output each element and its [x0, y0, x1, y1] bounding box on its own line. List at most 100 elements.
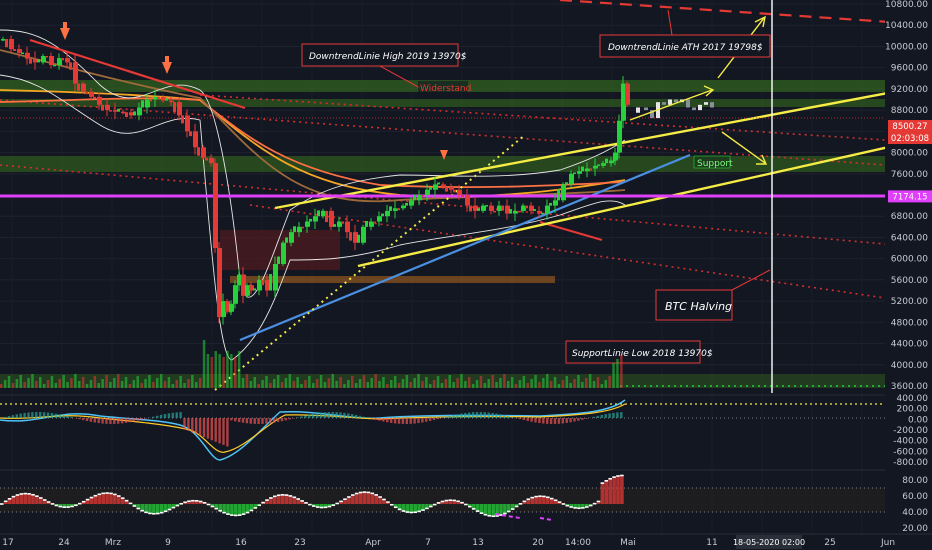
price-tag-label: 7174.15	[892, 192, 927, 202]
rsi-line-segment	[581, 507, 585, 509]
rsi-line-segment	[117, 495, 121, 497]
candle	[373, 221, 376, 224]
projection-arrows	[629, 15, 768, 165]
rsi-line-segment	[0, 503, 4, 505]
macd-histogram-bar	[538, 418, 541, 424]
rsi-bar	[81, 501, 86, 504]
macd-histogram-bar	[432, 418, 436, 421]
volume-bar	[284, 378, 288, 388]
rsi-bar	[577, 504, 581, 509]
rsi-bar	[222, 504, 226, 513]
macd-histogram-bar	[132, 418, 135, 422]
macd-histogram-bar	[163, 414, 167, 418]
rsi-bar	[23, 493, 27, 504]
rsi-line-segment	[261, 501, 265, 504]
macd-histogram-bar	[144, 418, 147, 419]
volume-bar	[39, 377, 42, 388]
rsi-line-segment	[335, 502, 339, 505]
rsi-bar	[66, 504, 70, 508]
candle	[305, 221, 310, 227]
candle	[349, 232, 352, 241]
macd-histogram-bar	[335, 412, 338, 418]
volume-bar	[557, 384, 561, 388]
macd-histogram-bar	[54, 413, 57, 418]
volume-bar	[27, 378, 30, 388]
rsi-line-segment	[23, 492, 27, 495]
rsi-line-segment	[577, 507, 581, 510]
rsi-line-segment	[354, 492, 359, 495]
rsi-line-segment	[171, 506, 176, 509]
macd-histogram-bar	[378, 418, 381, 421]
rsi-line-segment	[132, 505, 137, 507]
macd-histogram-bar	[347, 413, 350, 418]
rsi-bar	[234, 504, 238, 516]
rsi-bar	[171, 504, 176, 508]
rsi-bar	[565, 504, 570, 506]
projection-candle	[686, 99, 690, 108]
short-downtrend-line	[539, 221, 603, 241]
rsi-bar	[370, 493, 375, 504]
macd-histogram-bar	[503, 415, 506, 418]
rsi-bar	[549, 498, 554, 504]
macd-histogram-bar	[315, 413, 319, 418]
candle	[197, 147, 200, 156]
rsi-bar	[534, 496, 538, 504]
volume-bar	[366, 382, 370, 388]
rsi-bar	[280, 494, 285, 504]
volume-bar	[269, 383, 272, 388]
candle	[137, 107, 142, 116]
candle	[313, 216, 318, 222]
volume-bar	[31, 374, 34, 388]
rsi-bar	[351, 495, 355, 504]
price-tick-label: 8800.00	[891, 106, 928, 116]
rsi-bar	[226, 504, 230, 515]
rsi-line-segment	[413, 511, 417, 514]
macd-histogram-bar	[31, 412, 34, 418]
macd-histogram-bar	[284, 418, 288, 421]
volume-bar	[499, 378, 502, 388]
volume-bar	[7, 376, 11, 388]
rsi-bar	[35, 496, 39, 504]
macd-histogram-bar	[581, 418, 584, 420]
candle	[25, 52, 30, 59]
volume-bar	[81, 377, 85, 388]
volume-bar	[159, 374, 163, 388]
macd-histogram-bar	[152, 416, 155, 418]
rsi-bar	[405, 504, 410, 513]
candle	[441, 184, 446, 188]
rsi-line-segment	[507, 510, 511, 513]
candle	[521, 205, 526, 211]
rsi-line-segment	[101, 492, 105, 495]
price-tag-label: 02:03:08	[891, 134, 929, 144]
macd-histogram-bar	[565, 418, 568, 423]
projection-candle	[662, 102, 666, 105]
candle	[405, 202, 408, 206]
candle	[609, 160, 614, 164]
volume-bar	[436, 376, 440, 388]
candle	[393, 208, 398, 211]
rsi-line-segment	[549, 497, 554, 500]
volume-bar	[573, 379, 576, 388]
volume-bar	[354, 383, 358, 388]
candle	[449, 187, 454, 190]
price-tags: 8500.27 02:03:08 7174.15	[888, 120, 932, 203]
candle	[9, 39, 14, 50]
candle	[477, 208, 480, 211]
price-tick-label: 9200.00	[891, 85, 928, 95]
volume-bar	[608, 376, 611, 388]
volume-bar	[144, 379, 147, 388]
rsi-line-segment	[319, 506, 324, 509]
rsi-bar	[105, 493, 109, 504]
rsi-line-segment	[237, 514, 242, 516]
macd-histogram-bar	[15, 414, 18, 418]
macd-histogram-bar	[276, 418, 280, 423]
volume-bar	[214, 351, 217, 388]
volume-bar	[222, 357, 225, 388]
rsi-bar	[163, 504, 168, 512]
macd-histogram-bar	[140, 418, 143, 420]
rsi-line-segment	[479, 512, 484, 514]
volume-bar	[483, 383, 487, 388]
macd-histogram-bar	[460, 413, 463, 418]
rsi-line-segment	[608, 477, 612, 480]
rsi-bar	[479, 504, 484, 514]
